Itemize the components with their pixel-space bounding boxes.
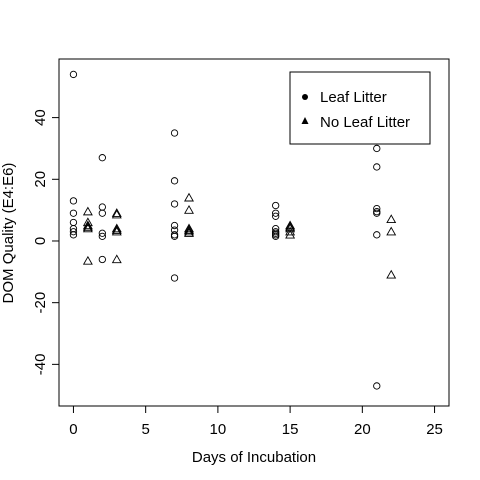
no-leaf-litter-point <box>184 205 194 214</box>
legend-label-no-leaf-litter: No Leaf Litter <box>320 114 410 131</box>
leaf-litter-point <box>98 229 106 237</box>
no-leaf-litter-point <box>111 254 122 264</box>
x-tick-label: 25 <box>426 421 443 438</box>
leaf-litter-point <box>272 212 280 220</box>
leaf-litter-point <box>98 255 106 264</box>
leaf-litter-point <box>69 218 78 227</box>
data-points <box>69 70 397 390</box>
no-leaf-litter-point <box>111 226 122 236</box>
no-leaf-litter-point <box>184 226 194 236</box>
no-leaf-litter-point <box>82 221 93 231</box>
no-leaf-litter-point <box>111 225 122 234</box>
no-leaf-litter-point <box>386 269 397 279</box>
y-tick-label: 0 <box>32 237 49 245</box>
y-axis: -40 -20 0 20 40 <box>32 109 60 376</box>
no-leaf-litter-point <box>111 208 122 217</box>
no-leaf-litter-point <box>386 214 397 224</box>
no-leaf-litter-point <box>82 223 93 233</box>
leaf-litter-point <box>69 70 78 79</box>
x-axis: 0 5 10 15 20 25 <box>69 405 443 438</box>
leaf-litter-point <box>170 177 179 185</box>
x-tick-label: 0 <box>69 421 77 438</box>
leaf-litter-point <box>98 154 106 162</box>
leaf-litter-point <box>373 163 381 171</box>
y-tick-label: 20 <box>32 171 49 188</box>
y-tick-label: -20 <box>32 292 49 314</box>
y-tick-label: -40 <box>32 354 49 376</box>
leaf-litter-point <box>373 231 381 239</box>
leaf-litter-point <box>170 232 179 241</box>
leaf-litter-point <box>170 200 179 208</box>
legend-label-leaf-litter: Leaf Litter <box>320 89 387 106</box>
leaf-litter-point <box>373 144 381 153</box>
leaf-litter-point <box>170 221 179 230</box>
no-leaf-litter-point <box>184 228 194 237</box>
leaf-litter-point <box>170 231 179 239</box>
no-leaf-litter-point <box>285 223 296 233</box>
no-leaf-litter-point <box>111 223 122 233</box>
no-leaf-litter-point <box>82 206 93 216</box>
x-tick-label: 10 <box>210 421 227 438</box>
legend: Leaf Litter No Leaf Litter <box>289 71 431 145</box>
leaf-litter-point <box>373 209 381 217</box>
x-tick-label: 15 <box>282 421 299 438</box>
no-leaf-litter-point <box>184 225 194 234</box>
leaf-litter-point <box>170 274 179 282</box>
legend-box <box>289 71 431 145</box>
leaf-litter-point <box>98 232 106 241</box>
no-leaf-litter-point <box>82 217 93 227</box>
no-leaf-litter-point <box>184 192 194 202</box>
leaf-litter-point <box>373 382 381 390</box>
leaf-litter-point <box>170 129 179 137</box>
no-leaf-litter-point <box>184 223 194 233</box>
leaf-litter-point <box>69 228 78 236</box>
leaf-litter-point <box>69 197 78 205</box>
no-leaf-litter-point <box>285 220 296 230</box>
y-tick-label: 40 <box>32 109 49 126</box>
no-leaf-litter-point <box>285 229 296 239</box>
leaf-litter-point <box>272 232 280 241</box>
leaf-litter-point <box>272 201 280 210</box>
legend-triangle-marker <box>301 117 309 124</box>
no-leaf-litter-point <box>82 220 93 230</box>
x-tick-label: 5 <box>141 421 149 438</box>
leaf-litter-point <box>373 204 381 213</box>
leaf-litter-point <box>98 209 106 217</box>
x-tick-label: 20 <box>354 421 371 438</box>
no-leaf-litter-point <box>386 226 397 236</box>
y-axis-title: DOM Quality (E4:E6) <box>0 163 17 304</box>
leaf-litter-point <box>69 209 78 217</box>
no-leaf-litter-point <box>82 255 93 265</box>
no-leaf-litter-point <box>285 226 296 236</box>
leaf-litter-point <box>272 209 280 217</box>
x-axis-title: Days of Incubation <box>192 449 316 466</box>
legend-circle-marker <box>302 94 308 100</box>
no-leaf-litter-point <box>111 209 122 219</box>
leaf-litter-point <box>98 203 106 211</box>
leaf-litter-point <box>69 231 78 239</box>
